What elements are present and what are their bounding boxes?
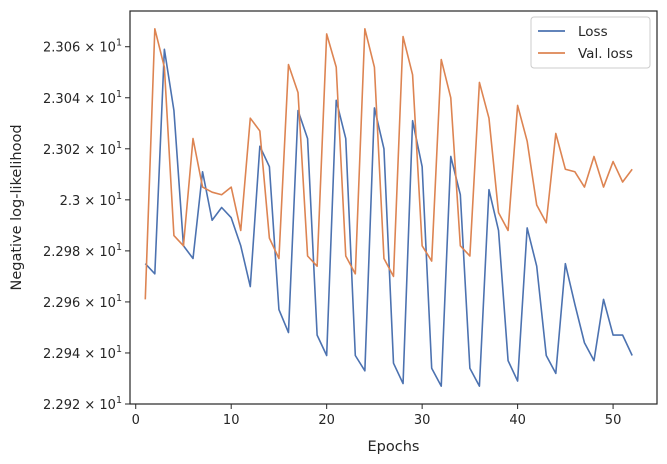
y-tick-label: 2.298 × 101	[43, 242, 122, 260]
y-tick-label: 2.294 × 101	[43, 344, 122, 362]
y-tick-label: 2.302 × 101	[43, 140, 122, 158]
legend-box	[530, 16, 651, 69]
x-tick-label: 40	[509, 413, 526, 428]
x-tick-label: 30	[414, 413, 431, 428]
x-tick-label: 20	[318, 413, 335, 428]
legend-label-1: Val. loss	[578, 46, 633, 62]
legend: Loss Val. loss	[530, 16, 651, 69]
y-tick-label: 2.3 × 101	[60, 191, 122, 209]
y-tick-label: 2.304 × 101	[43, 89, 122, 107]
y-axis-label: Negative log-likelihood	[9, 124, 25, 290]
plot-lines	[144, 28, 633, 387]
plot-frame	[129, 10, 658, 405]
y-tick-label: 2.292 × 101	[43, 395, 122, 413]
x-tick-label: 0	[132, 413, 140, 428]
legend-label-0: Loss	[578, 24, 608, 40]
x-axis-label: Epochs	[368, 439, 420, 455]
y-tick-label: 2.306 × 101	[43, 38, 122, 56]
y-tick-label: 2.296 × 101	[43, 293, 122, 311]
x-tick-label: 10	[223, 413, 240, 428]
series-line-1	[144, 28, 633, 300]
x-axis: 0 10 20 30 40 50	[132, 404, 622, 428]
series-line-0	[144, 48, 633, 387]
y-axis: 2.292 × 101 2.294 × 101 2.296 × 101 2.298 ×…	[43, 38, 130, 413]
x-tick-label: 50	[605, 413, 622, 428]
